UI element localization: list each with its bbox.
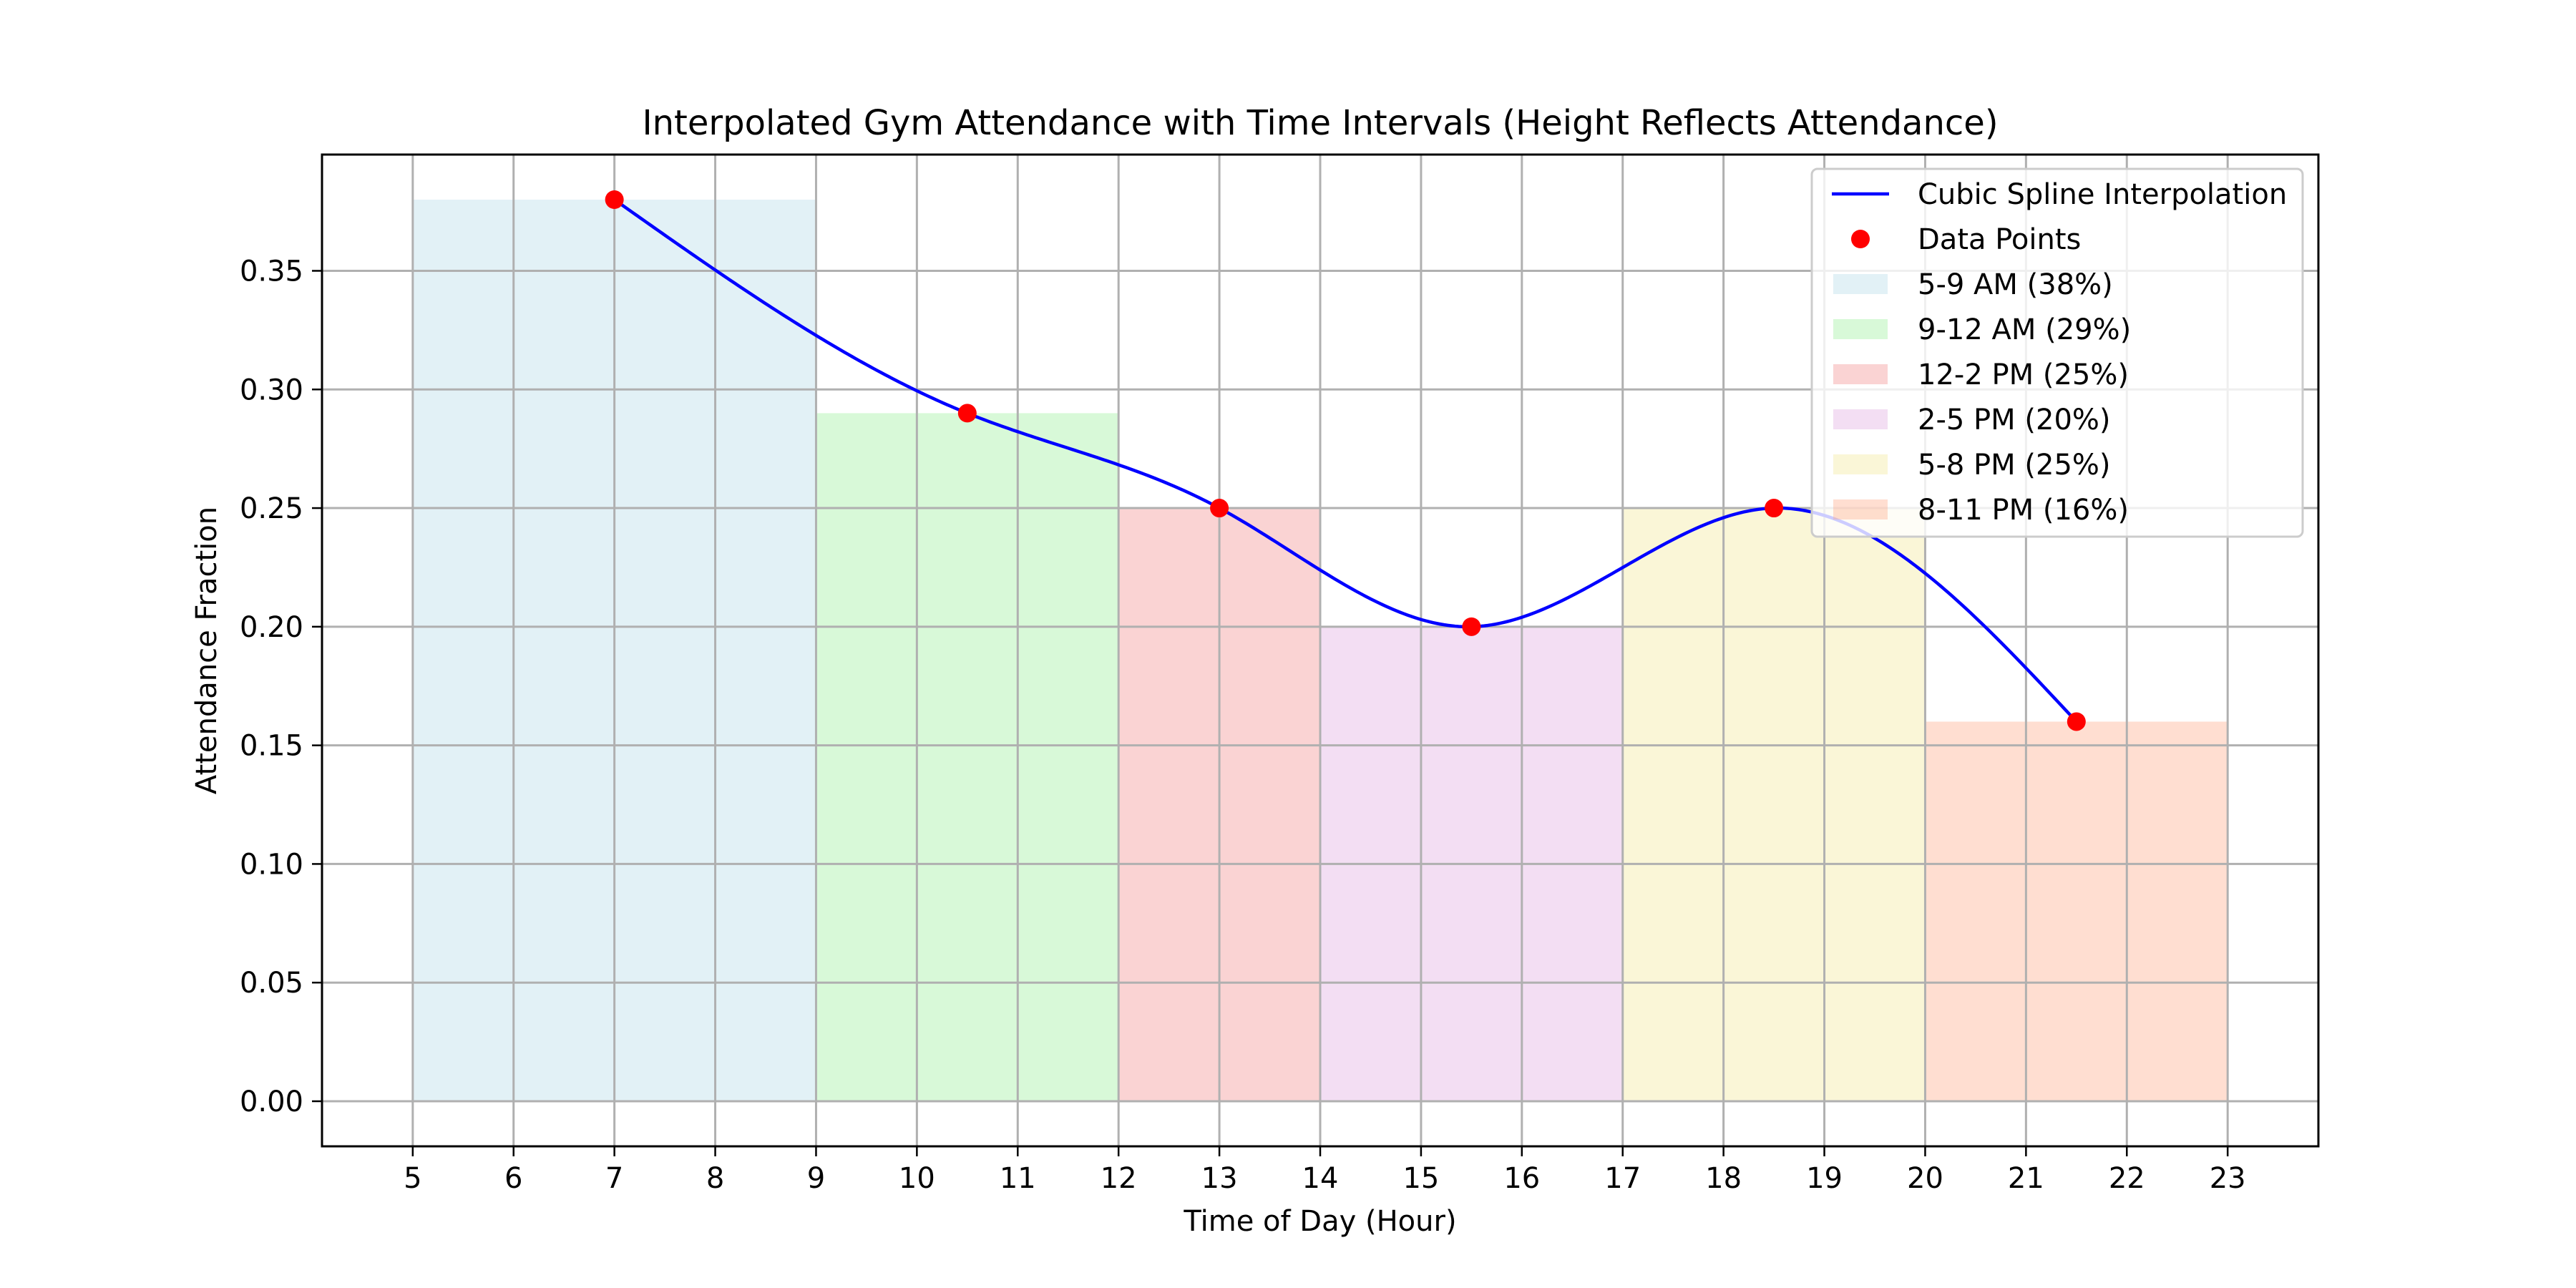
- x-tick-label: 19: [1806, 1162, 1843, 1195]
- y-tick-label: 0.35: [240, 255, 303, 288]
- x-tick-label: 21: [2008, 1162, 2044, 1195]
- data-point-5: [1765, 499, 1784, 518]
- legend-interval-label-3: 12-2 PM (25%): [1918, 358, 2129, 391]
- data-points-layer: [605, 190, 2086, 731]
- legend-points-label: Data Points: [1918, 223, 2081, 256]
- chart-title: Interpolated Gym Attendance with Time In…: [642, 103, 1998, 143]
- legend-points-swatch: [1851, 230, 1870, 248]
- x-tick-label: 7: [605, 1162, 623, 1195]
- x-axis-label: Time of Day (Hour): [1183, 1205, 1456, 1238]
- interval-bar-5: [1622, 508, 1926, 1101]
- x-axis-ticks: 5 6 7 8 9 10 11 12 13 14 15 16 17 18 19 20 21 22 23: [404, 1146, 2246, 1195]
- data-point-1: [605, 190, 624, 209]
- x-tick-label: 15: [1402, 1162, 1439, 1195]
- x-tick-label: 8: [706, 1162, 724, 1195]
- legend-spline-label: Cubic Spline Interpolation: [1918, 178, 2287, 211]
- data-point-2: [957, 404, 977, 423]
- x-tick-label: 9: [807, 1162, 825, 1195]
- y-tick-label: 0.25: [240, 492, 303, 525]
- gridlines: [322, 155, 2318, 1146]
- legend-interval-swatch-1: [1833, 274, 1888, 294]
- legend-interval-swatch-4: [1833, 409, 1888, 429]
- interval-bar-2: [816, 413, 1119, 1101]
- x-tick-label: 16: [1503, 1162, 1540, 1195]
- y-tick-label: 0.00: [240, 1085, 303, 1118]
- x-tick-label: 5: [404, 1162, 421, 1195]
- legend-interval-swatch-3: [1833, 364, 1888, 384]
- x-tick-label: 14: [1302, 1162, 1339, 1195]
- data-point-6: [2067, 712, 2086, 731]
- data-point-4: [1462, 617, 1481, 636]
- interval-bar-6: [1925, 721, 2228, 1101]
- legend-interval-label-6: 8-11 PM (16%): [1918, 494, 2129, 527]
- x-tick-label: 11: [1000, 1162, 1036, 1195]
- legend-frame: [1810, 167, 2304, 538]
- x-tick-label: 22: [2109, 1162, 2145, 1195]
- x-tick-label: 20: [1907, 1162, 1943, 1195]
- legend: Cubic Spline Interpolation Data Points 5-9…: [1810, 167, 2304, 538]
- x-tick-label: 10: [899, 1162, 935, 1195]
- y-axis-ticks: 0.00 0.05 0.10 0.15 0.20 0.25 0.30 0.35: [240, 255, 322, 1118]
- y-tick-label: 0.05: [240, 967, 303, 1000]
- legend-interval-swatch-2: [1833, 319, 1888, 339]
- legend-interval-label-1: 5-9 AM (38%): [1918, 268, 2113, 301]
- y-tick-label: 0.15: [240, 730, 303, 763]
- x-tick-label: 23: [2210, 1162, 2246, 1195]
- x-tick-label: 18: [1705, 1162, 1742, 1195]
- x-tick-label: 6: [504, 1162, 522, 1195]
- legend-interval-label-4: 2-5 PM (20%): [1918, 404, 2111, 436]
- y-axis-label: Attendance Fraction: [190, 507, 223, 794]
- x-tick-label: 17: [1604, 1162, 1641, 1195]
- legend-interval-label-5: 5-8 PM (25%): [1918, 449, 2111, 482]
- x-tick-label: 12: [1101, 1162, 1137, 1195]
- legend-interval-label-2: 9-12 AM (29%): [1918, 313, 2131, 346]
- legend-interval-swatch-6: [1833, 499, 1888, 519]
- data-point-3: [1210, 499, 1229, 518]
- x-tick-label: 13: [1201, 1162, 1238, 1195]
- y-tick-label: 0.10: [240, 848, 303, 881]
- legend-interval-swatch-5: [1833, 454, 1888, 474]
- y-tick-label: 0.20: [240, 611, 303, 644]
- y-tick-label: 0.30: [240, 374, 303, 406]
